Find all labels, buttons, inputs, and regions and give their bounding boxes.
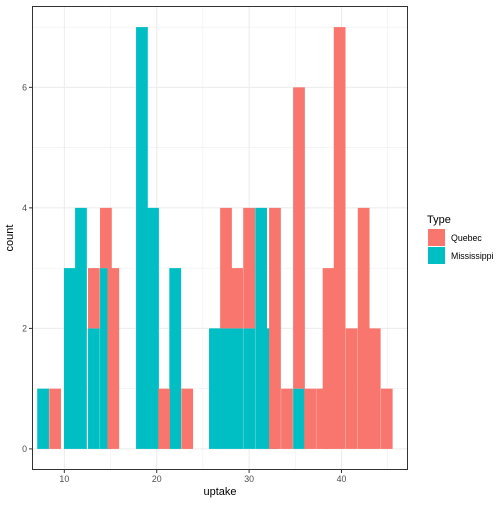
x-axis-title: uptake (203, 486, 236, 498)
bar-quebec (158, 388, 170, 449)
bar-quebec (107, 268, 120, 449)
legend-key-mississippi (428, 247, 445, 264)
legend-key-quebec (428, 229, 445, 246)
bar-mississippi (231, 328, 243, 449)
bar-mississippi (37, 388, 49, 449)
bar-quebec (293, 87, 305, 389)
histogram-bars (37, 27, 393, 449)
bar-quebec (281, 388, 293, 449)
bar-quebec (88, 268, 100, 329)
bar-mississippi (243, 328, 255, 449)
panel-border (32, 6, 408, 470)
bar-mississippi (64, 268, 76, 449)
y-tick-label: 2 (22, 323, 27, 333)
bar-mississippi (255, 207, 267, 449)
x-tick-label: 20 (152, 474, 162, 484)
bar-quebec (333, 27, 346, 449)
bar-quebec (220, 207, 232, 329)
x-tick-label: 40 (337, 474, 347, 484)
legend: Type Quebec Mississippi (427, 214, 494, 264)
bar-quebec (181, 388, 194, 449)
x-tick-label: 30 (244, 474, 254, 484)
bar-mississippi (209, 328, 221, 449)
y-axis-title: count (4, 225, 16, 252)
bar-quebec (269, 207, 281, 449)
bar-quebec (100, 207, 112, 269)
bar-mississippi (293, 388, 305, 449)
bar-quebec (243, 207, 255, 329)
legend-label-quebec: Quebec (451, 233, 482, 243)
y-tick-label: 6 (22, 82, 27, 92)
bar-quebec (304, 388, 316, 449)
bar-mississippi (88, 328, 100, 449)
x-tick-label: 10 (59, 474, 69, 484)
bar-quebec (322, 268, 335, 449)
bar-quebec (49, 388, 61, 449)
bar-mississippi (220, 328, 232, 449)
bar-quebec (316, 388, 328, 449)
y-tick-label: 4 (22, 203, 27, 213)
bar-mississippi (169, 268, 182, 449)
bar-quebec (368, 328, 381, 449)
legend-items: Quebec Mississippi (428, 229, 494, 264)
bar-mississippi (147, 207, 159, 449)
bar-quebec (357, 207, 370, 449)
legend-title: Type (427, 214, 451, 226)
bar-mississippi (100, 268, 112, 449)
bar-quebec (231, 268, 243, 329)
y-tick-label: 0 (22, 444, 27, 454)
axis-ticks: 10 20 30 40 0 2 4 6 (22, 82, 346, 484)
bar-quebec (380, 388, 393, 449)
bar-quebec (345, 328, 358, 449)
legend-label-mississippi: Mississippi (451, 251, 494, 261)
bar-mississippi (136, 27, 148, 449)
bar-mississippi (75, 207, 87, 449)
